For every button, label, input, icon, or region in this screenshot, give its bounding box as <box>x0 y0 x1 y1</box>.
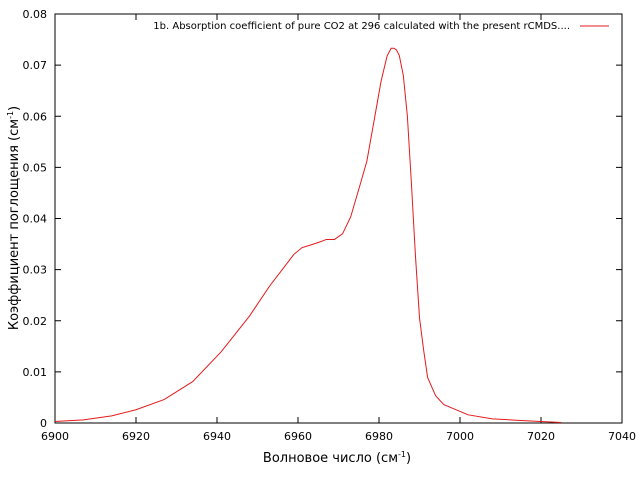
x-tick-label: 7000 <box>446 430 474 443</box>
y-tick-label: 0.04 <box>23 213 48 226</box>
axis-tick-labels: 6900 6920 6940 6960 6980 7000 7020 7040 0 0.01 0.0… <box>23 8 637 443</box>
y-tick-label: 0.01 <box>23 366 48 379</box>
series-line <box>54 47 562 423</box>
y-tick-label: 0 <box>40 417 47 430</box>
x-tick-label: 6960 <box>284 430 312 443</box>
y-tick-label: 0.03 <box>23 264 48 277</box>
y-tick-label: 0.06 <box>23 110 48 123</box>
y-tick-label: 0.05 <box>23 161 48 174</box>
x-axis-label-superscript: -1 <box>398 450 406 459</box>
y-tick-label: 0.02 <box>23 315 48 328</box>
y-tick-label: 0.07 <box>23 59 48 72</box>
x-tick-label: 6920 <box>122 430 150 443</box>
x-tick-label: 6980 <box>365 430 393 443</box>
x-axis-label: Волновое число (см-1) <box>263 450 411 466</box>
y-axis-label-superscript: -1 <box>6 111 15 119</box>
data-series <box>54 47 562 423</box>
plot-frame <box>54 13 623 424</box>
legend-label: 1b. Absorption coefficient of pure CO2 a… <box>153 21 570 32</box>
y-tick-label: 0.08 <box>23 8 48 21</box>
y-axis-label: Коэффициент поглощения (см-1) <box>6 106 22 330</box>
x-tick-label: 7040 <box>608 430 636 443</box>
x-tick-label: 7020 <box>527 430 555 443</box>
legend: 1b. Absorption coefficient of pure CO2 a… <box>153 21 609 32</box>
x-tick-label: 6940 <box>203 430 231 443</box>
axis-ticks <box>54 13 623 424</box>
x-tick-label: 6900 <box>41 430 69 443</box>
